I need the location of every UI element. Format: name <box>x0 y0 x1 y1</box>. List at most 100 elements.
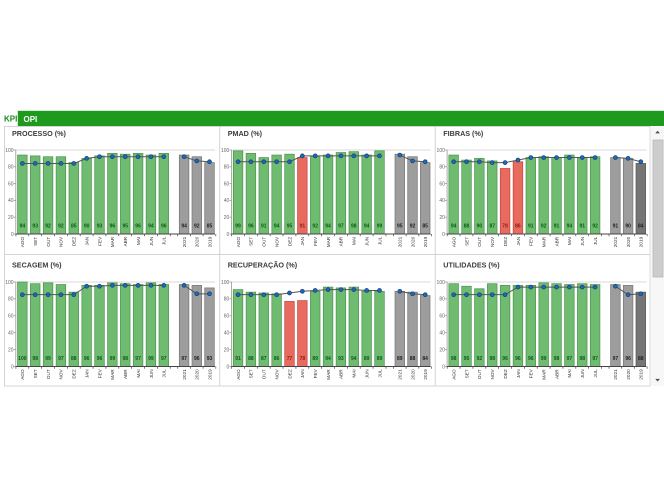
svg-text:80: 80 <box>439 297 445 303</box>
svg-text:2019: 2019 <box>423 236 428 247</box>
svg-text:91: 91 <box>579 224 585 230</box>
svg-text:JUN: JUN <box>149 237 154 246</box>
svg-text:2020: 2020 <box>626 369 631 380</box>
svg-text:85: 85 <box>71 224 77 230</box>
svg-text:97: 97 <box>613 356 619 362</box>
svg-text:80: 80 <box>8 297 14 303</box>
svg-text:98: 98 <box>122 356 128 362</box>
svg-text:AGO: AGO <box>236 236 241 247</box>
svg-text:ABR: ABR <box>123 236 128 246</box>
svg-text:MAI: MAI <box>567 237 572 245</box>
svg-text:60: 60 <box>224 181 230 187</box>
svg-text:94: 94 <box>351 356 357 362</box>
svg-text:JAN: JAN <box>516 369 521 378</box>
svg-text:2019: 2019 <box>207 369 212 380</box>
svg-text:OUT: OUT <box>46 237 51 247</box>
svg-text:FEV: FEV <box>313 236 318 246</box>
svg-text:OPI: OPI <box>24 115 38 124</box>
svg-text:JUL: JUL <box>593 236 598 245</box>
svg-text:JUL: JUL <box>162 369 167 378</box>
svg-text:JAN: JAN <box>516 237 521 246</box>
svg-text:AGO: AGO <box>20 236 25 247</box>
svg-text:JUN: JUN <box>580 369 585 378</box>
svg-text:20: 20 <box>8 347 14 353</box>
svg-text:2021: 2021 <box>398 369 403 380</box>
svg-text:96: 96 <box>515 356 521 362</box>
svg-text:84: 84 <box>422 356 428 362</box>
svg-text:94: 94 <box>451 224 457 230</box>
svg-text:0: 0 <box>11 232 14 238</box>
svg-text:JUL: JUL <box>162 236 167 245</box>
svg-text:91: 91 <box>528 224 534 230</box>
svg-text:40: 40 <box>224 331 230 337</box>
svg-text:MAR: MAR <box>326 369 331 380</box>
svg-text:FEV: FEV <box>529 368 534 378</box>
svg-text:92: 92 <box>194 224 200 230</box>
svg-text:97: 97 <box>338 224 344 230</box>
svg-text:91: 91 <box>261 224 267 230</box>
svg-text:JUL: JUL <box>377 236 382 245</box>
svg-text:RECUPERAÇÃO (%): RECUPERAÇÃO (%) <box>228 260 298 269</box>
svg-text:100: 100 <box>437 148 446 154</box>
svg-text:100: 100 <box>5 148 14 154</box>
svg-text:MAR: MAR <box>326 236 331 247</box>
svg-text:98: 98 <box>489 356 495 362</box>
svg-text:SET: SET <box>464 237 469 246</box>
svg-text:NOV: NOV <box>490 236 495 247</box>
svg-text:99: 99 <box>110 356 116 362</box>
svg-text:93: 93 <box>97 224 103 230</box>
svg-text:MAI: MAI <box>136 237 141 245</box>
svg-text:SET: SET <box>249 237 254 246</box>
svg-text:MAI: MAI <box>567 369 572 377</box>
svg-text:97: 97 <box>161 356 167 362</box>
svg-text:100: 100 <box>221 148 230 154</box>
svg-text:96: 96 <box>528 356 534 362</box>
svg-text:90: 90 <box>625 224 631 230</box>
svg-text:NOV: NOV <box>59 236 64 247</box>
svg-text:94: 94 <box>181 224 187 230</box>
svg-text:SET: SET <box>249 369 254 378</box>
svg-text:ABR: ABR <box>123 369 128 379</box>
svg-text:ABR: ABR <box>554 369 559 379</box>
svg-text:93: 93 <box>338 356 344 362</box>
svg-text:SET: SET <box>33 237 38 246</box>
svg-text:95: 95 <box>397 224 403 230</box>
svg-text:KPI: KPI <box>4 115 17 124</box>
svg-text:FIBRAS (%): FIBRAS (%) <box>443 129 484 138</box>
svg-text:92: 92 <box>312 224 318 230</box>
svg-text:JUN: JUN <box>364 369 369 378</box>
svg-text:OUT: OUT <box>477 369 482 379</box>
svg-text:92: 92 <box>45 224 51 230</box>
svg-text:96: 96 <box>135 224 141 230</box>
svg-text:96: 96 <box>502 356 508 362</box>
svg-text:AGO: AGO <box>20 369 25 380</box>
svg-text:OUT: OUT <box>477 237 482 247</box>
svg-text:85: 85 <box>422 224 428 230</box>
svg-text:2019: 2019 <box>639 236 644 247</box>
svg-text:60: 60 <box>439 314 445 320</box>
svg-text:89: 89 <box>364 356 370 362</box>
svg-text:0: 0 <box>442 232 445 238</box>
svg-text:86: 86 <box>515 224 521 230</box>
svg-text:20: 20 <box>224 215 230 221</box>
svg-text:MAR: MAR <box>110 236 115 247</box>
svg-text:96: 96 <box>248 224 254 230</box>
svg-text:92: 92 <box>592 224 598 230</box>
svg-text:OUT: OUT <box>262 369 267 379</box>
svg-text:87: 87 <box>489 224 495 230</box>
svg-text:93: 93 <box>32 224 38 230</box>
svg-text:92: 92 <box>410 224 416 230</box>
svg-text:95: 95 <box>464 356 470 362</box>
svg-text:DEZ: DEZ <box>72 369 77 379</box>
svg-text:91: 91 <box>613 224 619 230</box>
svg-text:DEZ: DEZ <box>503 237 508 247</box>
svg-text:ABR: ABR <box>339 369 344 379</box>
svg-text:88: 88 <box>248 356 254 362</box>
svg-text:PROCESSO (%): PROCESSO (%) <box>12 129 67 138</box>
svg-text:97: 97 <box>58 356 64 362</box>
svg-text:2021: 2021 <box>613 369 618 380</box>
svg-text:0: 0 <box>442 364 445 370</box>
svg-text:100: 100 <box>221 280 230 286</box>
svg-text:94: 94 <box>20 224 26 230</box>
svg-text:JAN: JAN <box>84 237 89 246</box>
